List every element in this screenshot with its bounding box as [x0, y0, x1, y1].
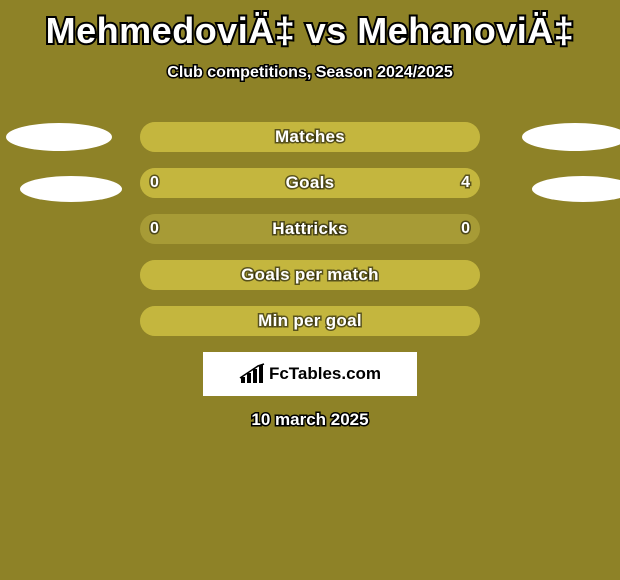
player-right-avatar-placeholder	[522, 123, 620, 151]
stat-row: 00Hattricks	[140, 214, 480, 244]
player-right-avatar-placeholder-2	[532, 176, 620, 202]
stat-label: Hattricks	[140, 214, 480, 244]
stat-label: Matches	[140, 122, 480, 152]
logo-text: FcTables.com	[269, 364, 381, 384]
bar-chart-icon	[239, 363, 265, 385]
page-subtitle: Club competitions, Season 2024/2025	[0, 64, 620, 82]
stat-label: Min per goal	[140, 306, 480, 336]
stat-row: Min per goal	[140, 306, 480, 336]
player-left-avatar-placeholder	[6, 123, 112, 151]
logo-box[interactable]: FcTables.com	[203, 352, 417, 396]
stat-row: 04Goals	[140, 168, 480, 198]
date-stamp: 10 march 2025	[0, 410, 620, 430]
comparison-card: MehmedoviÄ‡ vs MehanoviÄ‡ Club competiti…	[0, 0, 620, 580]
stat-bars: Matches 04Goals 00Hattricks Goals per match…	[140, 122, 480, 352]
stat-row: Matches	[140, 122, 480, 152]
page-title: MehmedoviÄ‡ vs MehanoviÄ‡	[0, 0, 620, 52]
player-left-avatar-placeholder-2	[20, 176, 122, 202]
stat-label: Goals per match	[140, 260, 480, 290]
stat-row: Goals per match	[140, 260, 480, 290]
stat-label: Goals	[140, 168, 480, 198]
